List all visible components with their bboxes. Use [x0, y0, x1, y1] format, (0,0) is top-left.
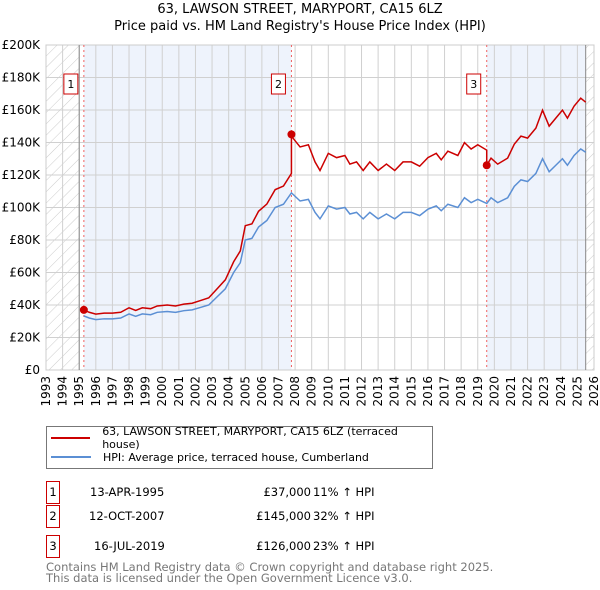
x-tick-label: 2025: [570, 376, 584, 407]
sale-price: £145,000: [256, 509, 311, 523]
y-tick-label: £80K: [9, 233, 41, 247]
y-tick-label: £60K: [9, 266, 41, 280]
sale-marker-label: 3: [46, 535, 60, 558]
sale-hpi: 23% ↑ HPI: [313, 539, 375, 553]
sale-hpi: 32% ↑ HPI: [313, 509, 375, 523]
x-tick-label: 2008: [288, 376, 302, 407]
sale-row: 1 13-APR-1995 £37,000 11% ↑ HPI: [46, 481, 546, 504]
sale-label: 1: [67, 78, 74, 91]
x-tick-label: 2005: [238, 376, 252, 407]
legend-blue-swatch: [51, 456, 91, 458]
x-tick-label: 2016: [421, 376, 435, 407]
x-tick-label: 2015: [404, 376, 418, 407]
chart-title: 63, LAWSON STREET, MARYPORT, CA15 6LZ: [157, 2, 443, 17]
x-tick-label: 1997: [105, 376, 119, 407]
sale-row: 3 16-JUL-2019 £126,000 23% ↑ HPI: [46, 535, 546, 558]
x-tick-label: 2023: [537, 376, 551, 407]
chart-subtitle: Price paid vs. HM Land Registry's House …: [114, 19, 486, 34]
legend-property: 63, LAWSON STREET, MARYPORT, CA15 6LZ (t…: [102, 425, 398, 451]
x-tick-label: 2006: [255, 376, 269, 407]
property-price-line: [83, 97, 587, 315]
x-tick-label: 1993: [39, 376, 53, 407]
x-tick-label: 2009: [305, 376, 319, 407]
plot-border: [45, 44, 595, 371]
sale-label-box: [63, 73, 79, 95]
y-tick-label: £0: [25, 363, 40, 377]
x-tick-label: 2026: [587, 376, 600, 407]
x-tick-label: 1999: [139, 376, 153, 407]
legend: 63, LAWSON STREET, MARYPORT, CA15 6LZ (t…: [46, 425, 433, 469]
sale-date: 12-OCT-2007: [89, 509, 165, 523]
sale-label-box: [270, 73, 286, 95]
price-chart: 1993 1994 1995 1996 1997 1998 1999 2000 2001 2002…: [2, 38, 600, 407]
x-tick-label: 2021: [504, 376, 518, 407]
y-tick-label: £40K: [9, 298, 41, 312]
sale-marker-label: 2: [46, 505, 60, 528]
footer-licence: This data is licensed under the Open Gov…: [46, 571, 413, 585]
x-tick-label: 2012: [355, 376, 369, 407]
x-tick-label: 1994: [56, 376, 70, 407]
legend-hpi: HPI: Average price, terraced house, Cumb…: [103, 450, 369, 464]
sale-hpi: 11% ↑ HPI: [313, 485, 375, 499]
sale-point: [482, 161, 491, 170]
footer-copyright: Contains HM Land Registry data © Crown c…: [46, 560, 494, 574]
y-tick-label: £160K: [2, 103, 42, 117]
sale-row: 2 12-OCT-2007 £145,000 32% ↑ HPI: [46, 505, 546, 528]
y-tick-label: £20K: [9, 331, 41, 345]
x-tick-label: 2017: [438, 376, 452, 407]
sale-point: [79, 305, 88, 314]
x-tick-label: 1995: [72, 376, 86, 407]
x-tick-label: 2024: [554, 376, 568, 407]
sale-marker-label: 1: [46, 481, 60, 504]
sale-label: 3: [470, 78, 477, 91]
x-tick-label: 1996: [89, 376, 103, 407]
sale-label: 2: [275, 78, 282, 91]
x-tick-label: 2018: [454, 376, 468, 407]
x-tick-label: 2019: [471, 376, 485, 407]
x-tick-label: 2001: [172, 376, 186, 407]
hpi-line: [83, 148, 587, 321]
x-tick-label: 2004: [222, 376, 236, 407]
sale-date: 16-JUL-2019: [94, 539, 165, 553]
x-tick-label: 2013: [371, 376, 385, 407]
sale-label-box: [466, 73, 482, 95]
y-tick-label: £140K: [2, 136, 42, 150]
y-tick-label: £120K: [2, 168, 42, 182]
x-tick-label: 2007: [271, 376, 285, 407]
x-tick-label: 2020: [487, 376, 501, 407]
sale-price: £126,000: [256, 539, 311, 553]
x-tick-label: 2011: [338, 376, 352, 407]
x-tick-label: 2014: [388, 376, 402, 407]
x-tick-label: 2002: [188, 376, 202, 407]
x-tick-label: 1998: [122, 376, 136, 407]
y-tick-label: £200K: [2, 38, 42, 52]
x-tick-label: 2010: [321, 376, 335, 407]
legend-red-swatch: [51, 437, 91, 439]
x-tick-label: 2003: [205, 376, 219, 407]
sale-date: 13-APR-1995: [90, 485, 165, 499]
x-tick-label: 2000: [155, 376, 169, 407]
sale-point: [287, 130, 296, 139]
y-tick-label: £180K: [2, 71, 42, 85]
x-tick-label: 2022: [521, 376, 535, 407]
y-tick-label: £100K: [2, 201, 42, 215]
sale-price: £37,000: [263, 485, 311, 499]
